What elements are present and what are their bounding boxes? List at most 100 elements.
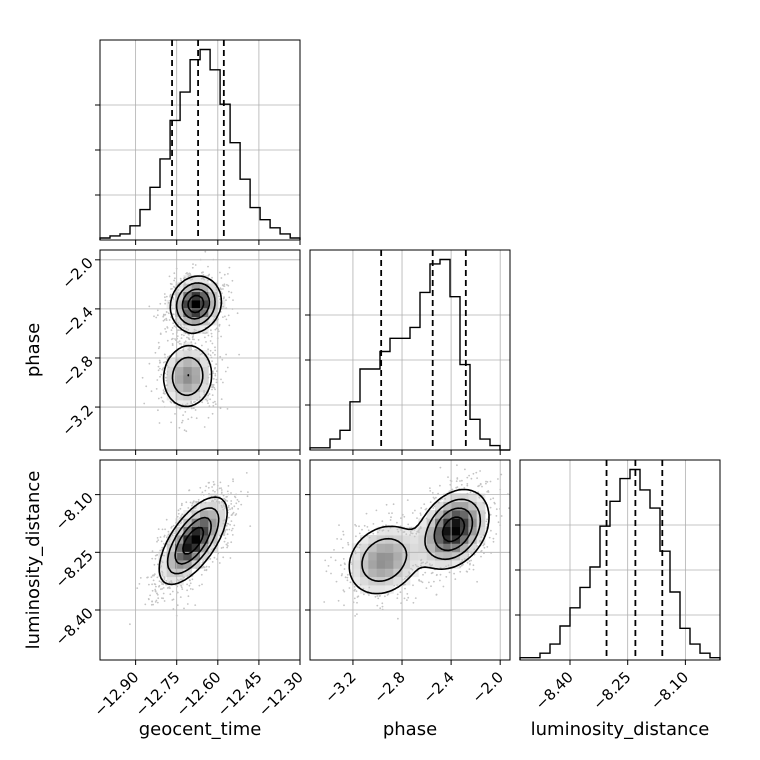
density-cell <box>183 375 193 384</box>
scatter-point <box>161 572 164 574</box>
scatter-point <box>151 583 154 586</box>
x-tick-label: −12.90 <box>90 668 142 720</box>
scatter-point <box>187 507 190 509</box>
scatter-point <box>497 521 500 524</box>
scatter-point <box>230 529 233 532</box>
density-cell <box>426 535 436 544</box>
panel-frame <box>99 39 301 241</box>
scatter-point <box>344 576 347 579</box>
scatter-point <box>178 426 181 429</box>
density-cell <box>393 543 403 553</box>
scatter-point <box>223 534 226 537</box>
contour-line <box>441 516 466 543</box>
scatter-point <box>161 588 164 590</box>
scatter-point <box>227 493 230 496</box>
scatter-point <box>167 366 170 368</box>
scatter-point <box>439 466 442 469</box>
scatter-point <box>154 601 157 603</box>
scatter-point <box>212 489 215 492</box>
scatter-point <box>228 266 231 269</box>
scatter-point <box>169 293 172 296</box>
panel-frame <box>309 459 511 661</box>
density-cell <box>200 526 209 536</box>
scatter-point <box>226 408 229 410</box>
scatter-point <box>367 529 370 532</box>
scatter-point <box>438 501 440 504</box>
scatter-point <box>437 492 439 495</box>
scatter-point <box>463 487 466 489</box>
scatter-point <box>406 576 408 578</box>
scatter-point <box>160 396 163 399</box>
scatter-point <box>158 359 161 362</box>
scatter-point <box>207 365 210 368</box>
scatter-point <box>465 570 468 573</box>
scatter-point <box>430 585 432 588</box>
scatter-point <box>187 418 190 420</box>
scatter-point <box>144 603 147 606</box>
scatter-point <box>164 361 167 363</box>
scatter-point <box>218 562 221 564</box>
scatter-point <box>157 347 160 350</box>
scatter-point <box>400 602 402 604</box>
scatter-point <box>203 389 206 392</box>
scatter-point <box>480 536 483 538</box>
scatter-point <box>160 565 163 567</box>
scatter-point <box>175 584 178 587</box>
scatter-point <box>419 514 422 516</box>
scatter-point <box>164 328 167 330</box>
density-cell <box>393 551 403 561</box>
scatter-point <box>431 492 434 494</box>
scatter-point <box>467 553 470 556</box>
scatter-point <box>191 588 194 591</box>
scatter-point <box>195 417 198 420</box>
density-cell <box>418 535 428 544</box>
scatter-point <box>459 570 462 573</box>
density-cell <box>426 510 436 519</box>
density-cell <box>183 308 193 318</box>
scatter-point <box>187 348 190 351</box>
scatter-point <box>424 571 427 574</box>
density-cell <box>435 510 444 519</box>
scatter-point <box>200 277 203 280</box>
scatter-point <box>159 375 161 378</box>
scatter-point <box>204 501 207 504</box>
scatter-point <box>174 277 176 280</box>
scatter-point <box>478 496 481 498</box>
scatter-point <box>240 503 243 506</box>
density-cell <box>410 551 419 561</box>
scatter-point <box>381 605 384 608</box>
scatter-point <box>354 550 356 553</box>
scatter-point <box>207 265 209 268</box>
scatter-point <box>194 604 197 606</box>
scatter-point <box>378 529 381 531</box>
scatter-point <box>407 596 410 599</box>
contour-line <box>158 496 228 586</box>
scatter-point <box>330 572 332 575</box>
density-cell <box>208 291 218 301</box>
scatter-point <box>153 583 156 585</box>
density-cell <box>476 501 486 511</box>
scatter-point <box>197 499 200 501</box>
scatter-point <box>162 583 165 586</box>
scatter-point <box>199 353 202 356</box>
scatter-point <box>192 407 195 410</box>
scatter-point <box>213 316 216 319</box>
contour-line <box>162 275 223 408</box>
density-cell <box>175 316 184 326</box>
scatter-point <box>183 429 186 432</box>
scatter-point <box>343 568 346 570</box>
scatter-point <box>412 601 415 604</box>
scatter-point <box>507 493 509 495</box>
scatter-point <box>430 564 432 567</box>
scatter-point <box>409 530 412 533</box>
scatter-point <box>220 288 223 291</box>
scatter-point <box>169 587 171 590</box>
scatter-point <box>227 504 230 507</box>
scatter-point <box>163 535 166 538</box>
density-cell <box>200 375 209 384</box>
scatter-point <box>470 552 472 555</box>
scatter-point <box>441 498 444 500</box>
scatter-point <box>337 599 340 602</box>
scatter-point <box>222 546 225 549</box>
scatter-point <box>221 358 224 361</box>
